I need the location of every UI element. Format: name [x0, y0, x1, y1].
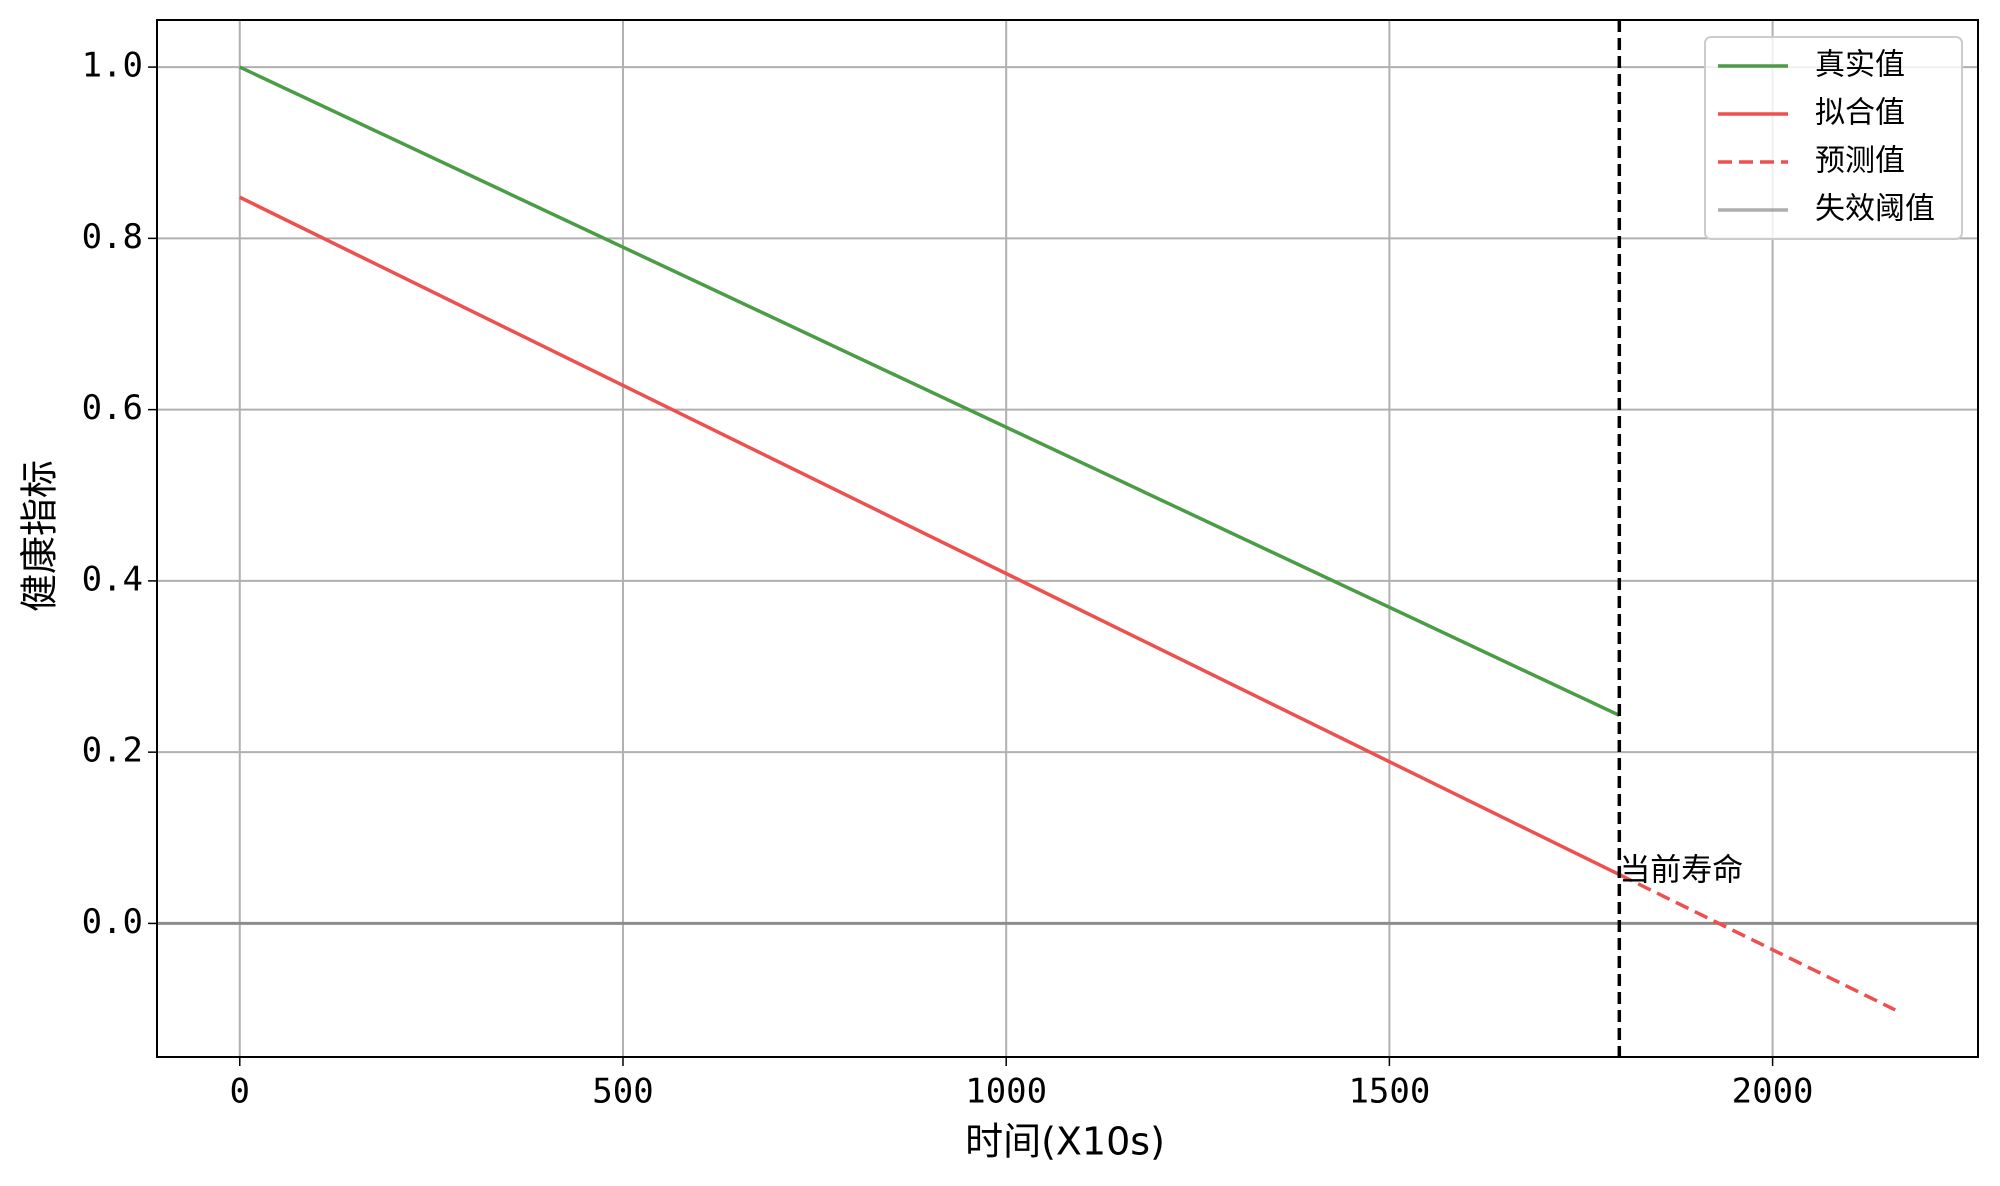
x-tick-label: 1000: [965, 1072, 1047, 1112]
y-tick-label: 0.6: [82, 388, 143, 428]
y-axis-label: 健康指标: [18, 460, 62, 612]
series-line: [1618, 873, 1897, 1012]
axes-frame: [156, 19, 1979, 1058]
legend-label: 真实值: [1815, 48, 1905, 83]
series-line: [239, 65, 1621, 717]
y-tick-label: 1.0: [82, 46, 143, 86]
annotation: 当前寿命: [1619, 853, 1743, 889]
legend-label: 预测值: [1815, 144, 1905, 179]
legend-label: 失效阈值: [1815, 192, 1935, 227]
legend-label: 拟合值: [1815, 96, 1905, 131]
y-tick-label: 0.8: [82, 217, 143, 257]
legend-box: [1704, 36, 1963, 240]
x-tick-label: 1500: [1348, 1072, 1430, 1112]
series-line: [239, 195, 1621, 877]
x-tick-label: 500: [592, 1072, 653, 1112]
y-tick-label: 0.4: [82, 559, 143, 599]
y-tick-label: 0.0: [82, 902, 143, 942]
y-tick-label: 0.2: [82, 731, 143, 771]
x-tick-label: 0: [230, 1072, 250, 1112]
x-axis-label: 时间(X10s): [965, 1120, 1165, 1164]
x-tick-label: 2000: [1732, 1072, 1814, 1112]
